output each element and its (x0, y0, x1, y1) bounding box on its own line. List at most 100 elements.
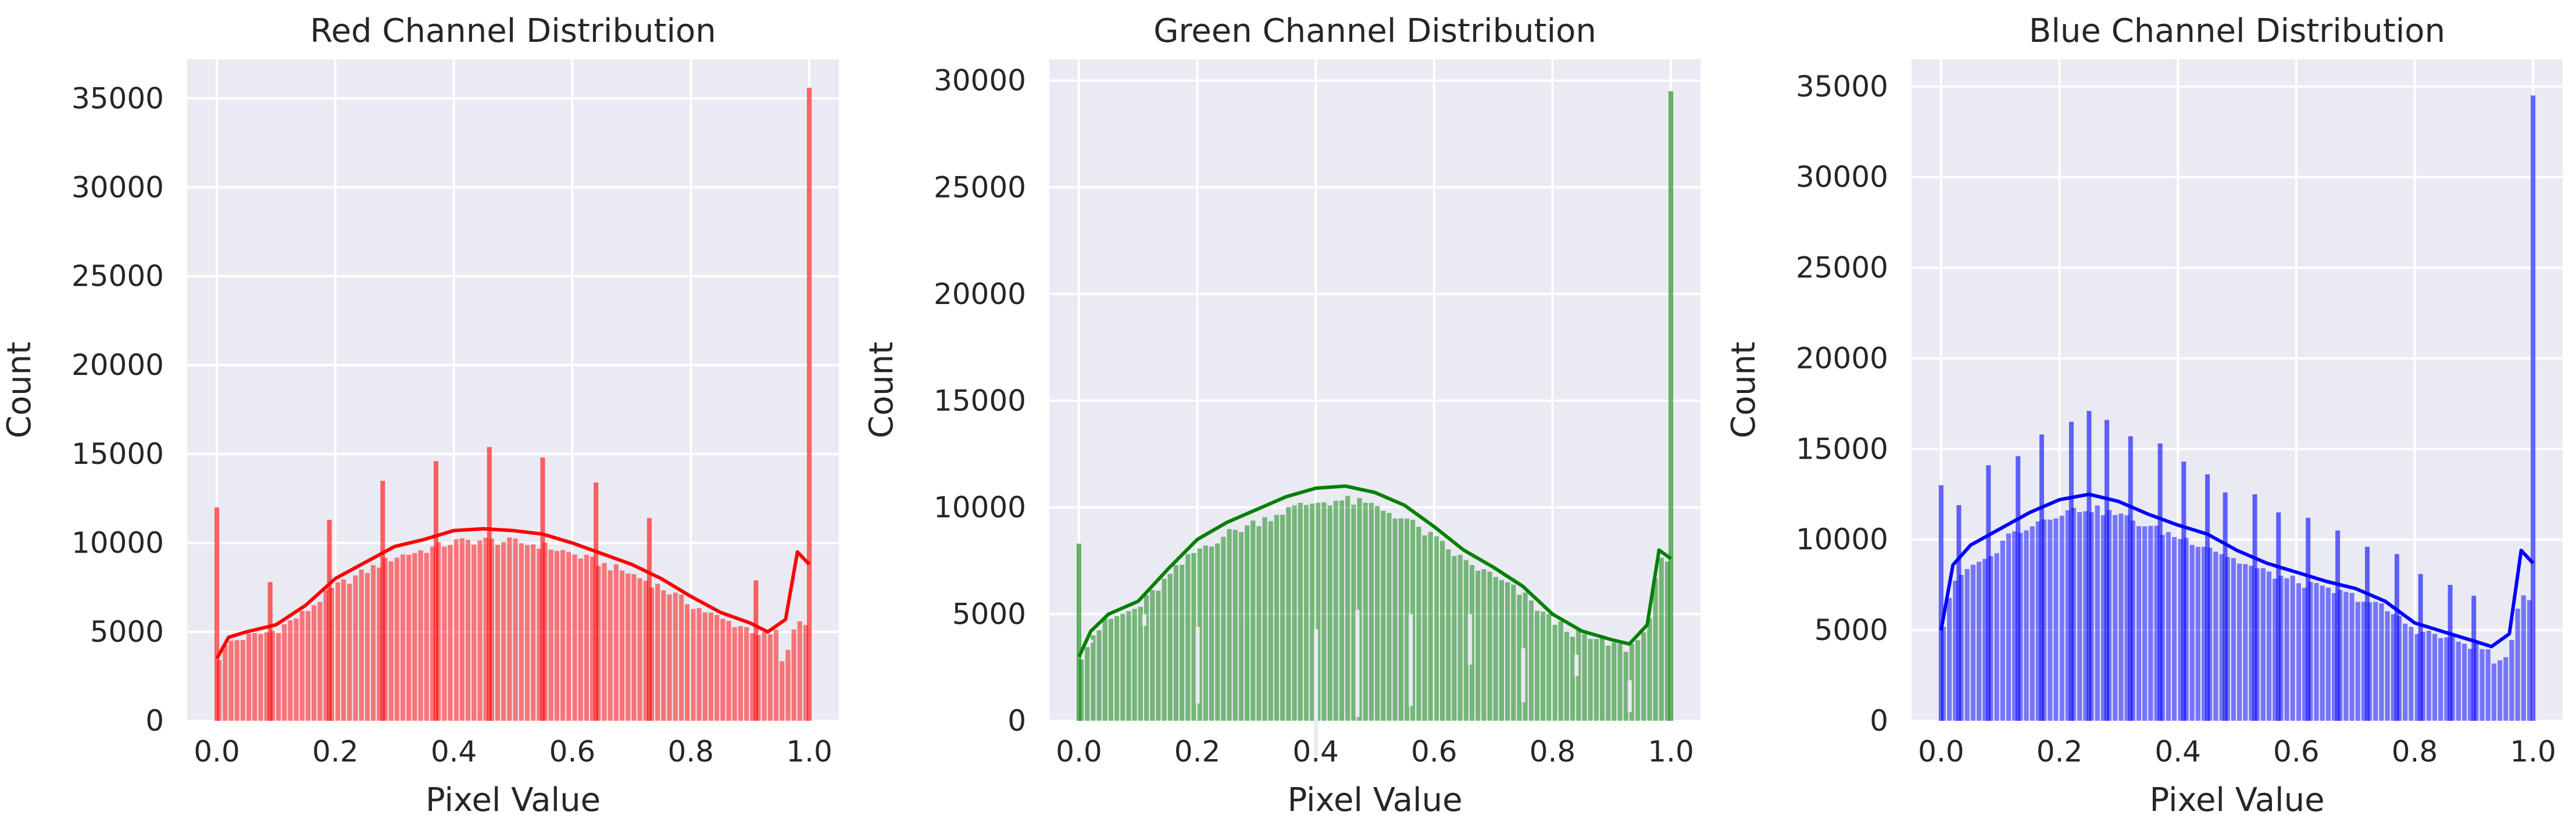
histogram-bar (655, 584, 660, 721)
histogram-bar (1528, 600, 1534, 721)
histogram-bar (1481, 569, 1487, 721)
y-tick-label: 5000 (952, 597, 1026, 631)
histogram-spike (540, 457, 545, 721)
histogram-bar (436, 542, 441, 721)
histogram-bar (2142, 526, 2148, 721)
histogram-spike (2252, 494, 2257, 721)
histogram-bar (2225, 557, 2230, 721)
chart-panel-2: 0.00.20.40.60.81.00500010000150002000025… (863, 12, 1700, 819)
y-tick-label: 15000 (1796, 432, 1888, 466)
histogram-bar (637, 578, 642, 721)
histogram-bar (2355, 602, 2360, 721)
histogram-bar (1280, 514, 1285, 721)
x-tick-label: 1.0 (1648, 735, 1694, 768)
histogram-spike (2276, 512, 2281, 721)
histogram-bar (2113, 514, 2118, 721)
histogram-bar (1463, 560, 1469, 721)
histogram-bar (673, 592, 678, 721)
histogram-bar (1617, 643, 1623, 721)
histogram-bar (1339, 500, 1345, 721)
histogram-bar (696, 608, 702, 721)
histogram-bar (2349, 592, 2355, 721)
histogram-bar (1138, 606, 1143, 721)
histogram-bar (1274, 514, 1280, 721)
y-tick-label: 20000 (72, 348, 164, 382)
histogram-bar (2385, 611, 2390, 721)
histogram-bar (513, 538, 518, 721)
y-tick-label: 25000 (1796, 251, 1888, 285)
histogram-bar (2207, 548, 2213, 721)
x-axis-label: Pixel Value (2149, 781, 2324, 819)
histogram-bar (1262, 517, 1267, 721)
histogram-bar (2249, 566, 2254, 721)
histogram-bar (2314, 582, 2319, 721)
histogram-bar (596, 566, 601, 721)
histogram-bar (2107, 510, 2112, 721)
histogram-bar (1475, 570, 1481, 721)
histogram-bar (288, 620, 293, 721)
histogram-bar (1245, 525, 1250, 721)
histogram-bar (2278, 575, 2284, 721)
histogram-bar (589, 556, 595, 721)
histogram-spike (2086, 410, 2092, 721)
histogram-bar (1227, 529, 1232, 721)
histogram-bar (2231, 558, 2236, 721)
histogram-bar (406, 555, 412, 721)
histogram-bar (430, 546, 435, 721)
histogram-bar (1120, 613, 1126, 721)
histogram-bar (678, 594, 684, 721)
histogram-bar (2432, 634, 2438, 721)
histogram-bar (708, 613, 713, 721)
histogram-bar (2030, 526, 2035, 721)
histogram-spike (2335, 530, 2341, 721)
histogram-bar (2325, 587, 2331, 721)
x-tick-label: 0.4 (2155, 735, 2201, 768)
chart-title: Green Channel Distribution (1153, 12, 1596, 50)
histogram-bar (2284, 578, 2289, 721)
histogram-bar (2059, 516, 2064, 721)
histogram-bar (1469, 564, 1475, 721)
histogram-bar (388, 561, 394, 721)
histogram-bar (2172, 537, 2177, 721)
y-tick-label: 30000 (934, 64, 1026, 98)
x-tick-label: 0.2 (312, 735, 359, 768)
histogram-bar (323, 590, 328, 721)
histogram-bar (2308, 581, 2313, 721)
histogram-bar (667, 594, 672, 721)
histogram-spike (2365, 546, 2370, 721)
histogram-bar (448, 545, 453, 721)
histogram-bar (1292, 505, 1297, 721)
histogram-spike (2068, 421, 2074, 721)
histogram-bar (613, 564, 619, 721)
chart-title: Red Channel Distribution (310, 12, 716, 50)
histogram-bar (1232, 530, 1238, 721)
histogram-bar (1298, 503, 1303, 721)
histogram-bar (578, 558, 583, 721)
y-tick-label: 10000 (72, 526, 164, 560)
histogram-bar (780, 661, 785, 721)
histogram-bar (1310, 503, 1315, 721)
histogram-bar (1505, 582, 1510, 721)
histogram-bar (223, 645, 228, 721)
histogram-bar (1126, 611, 1131, 721)
histogram-bar (803, 625, 809, 721)
histogram-bar (252, 632, 258, 721)
histogram-bar (1428, 532, 1433, 721)
histogram-bar (1659, 557, 1664, 721)
histogram-bar (1114, 616, 1120, 721)
histogram-bar (1132, 609, 1137, 721)
histogram-bar (531, 544, 536, 721)
histogram-bar (1078, 659, 1084, 721)
histogram-bar (2503, 657, 2509, 721)
histogram-bar (2024, 530, 2029, 721)
histogram-bar (465, 539, 471, 721)
histogram-bar (1286, 507, 1291, 721)
histogram-bar (2100, 515, 2106, 721)
histogram-bar (2201, 546, 2207, 721)
histogram-bar (2255, 568, 2260, 721)
histogram-spike (2418, 574, 2423, 721)
histogram-spike (2306, 517, 2311, 721)
histogram-bar (2414, 634, 2420, 721)
histogram-bar (1150, 590, 1155, 721)
